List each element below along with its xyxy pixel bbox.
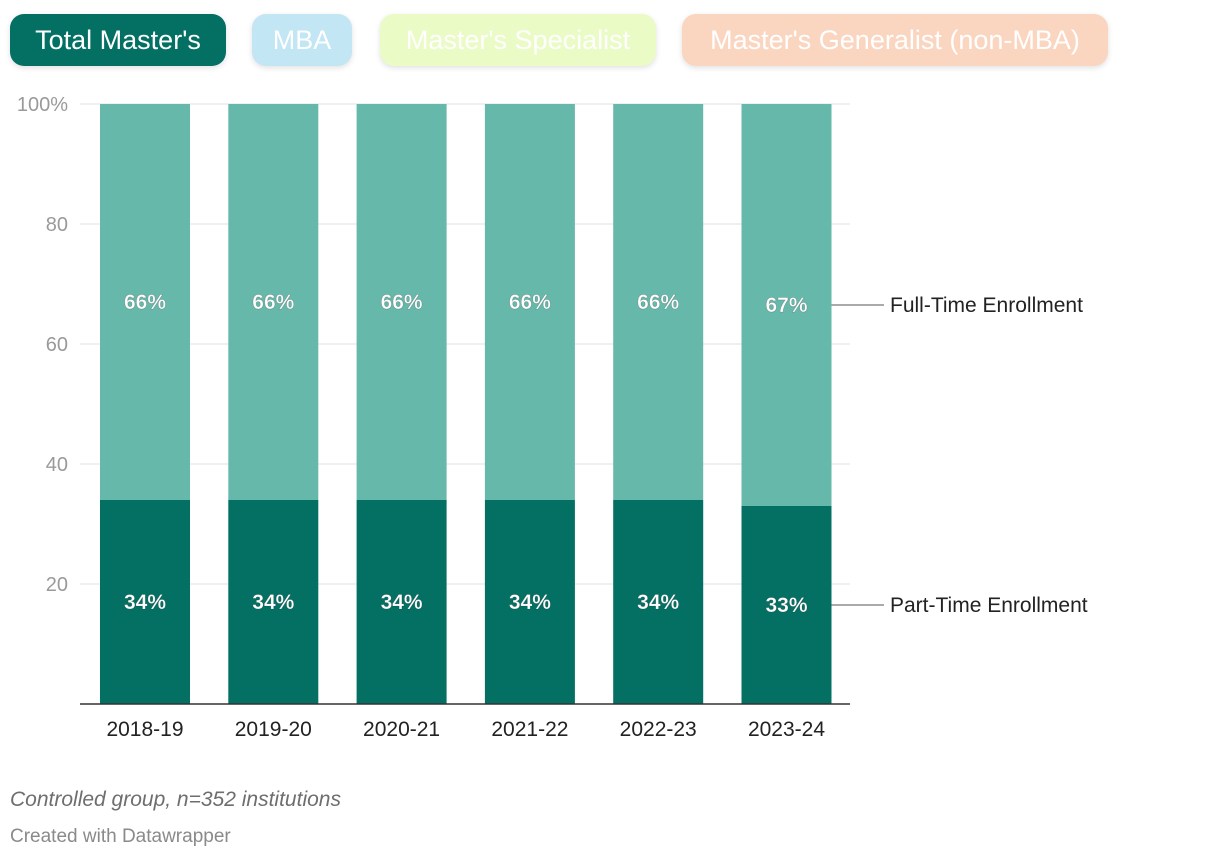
bar-part-time — [613, 500, 704, 704]
data-label-part-time: 34% — [252, 591, 294, 614]
x-tick-label: 2021-22 — [491, 718, 568, 741]
data-label-full-time: 67% — [765, 294, 807, 317]
bar-part-time — [484, 500, 575, 704]
x-tick-label: 2022-23 — [620, 718, 697, 741]
bar-full-time — [613, 104, 704, 500]
data-label-part-time: 34% — [637, 591, 679, 614]
data-label-part-time: 34% — [381, 591, 423, 614]
bar-part-time — [100, 500, 190, 704]
legend-label-full-time: Full-Time Enrollment — [890, 294, 1083, 317]
bar-full-time — [741, 104, 832, 506]
x-tick-label: 2023-24 — [748, 718, 825, 741]
data-label-full-time: 66% — [637, 291, 679, 314]
bar-part-time — [741, 506, 832, 704]
data-label-full-time: 66% — [252, 291, 294, 314]
bar-full-time — [356, 104, 447, 500]
tab-total-masters[interactable]: Total Master's — [10, 14, 226, 66]
x-tick-label: 2020-21 — [363, 718, 440, 741]
tab-masters-generalist[interactable]: Master's Generalist (non-MBA) — [682, 14, 1108, 66]
data-label-part-time: 34% — [509, 591, 551, 614]
y-tick-label: 20 — [46, 574, 68, 596]
y-tick-label: 60 — [46, 334, 68, 356]
data-label-part-time: 33% — [765, 594, 807, 617]
x-tick-label: 2018-19 — [106, 718, 183, 741]
data-label-part-time: 34% — [124, 591, 166, 614]
bar-full-time — [484, 104, 575, 500]
tab-mba[interactable]: MBA — [252, 14, 352, 66]
y-tick-label: 80 — [46, 214, 68, 236]
bar-part-time — [356, 500, 447, 704]
x-tick-label: 2019-20 — [235, 718, 312, 741]
bar-full-time — [228, 104, 319, 500]
stacked-bar-chart: 20 40 60 80 100% 34% 66% 2018-19 34% 66% 2019-20 34… — [17, 94, 1088, 741]
chart-credit: Created with Datawrapper — [10, 826, 231, 847]
chart-note: Controlled group, n=352 institutions — [10, 788, 341, 811]
data-label-full-time: 66% — [381, 291, 423, 314]
bar-full-time — [100, 104, 190, 500]
data-label-full-time: 66% — [509, 291, 551, 314]
bar-part-time — [228, 500, 319, 704]
legend-label-part-time: Part-Time Enrollment — [890, 594, 1088, 617]
y-tick-label: 100% — [17, 94, 68, 116]
y-tick-label: 40 — [46, 454, 68, 476]
data-label-full-time: 66% — [124, 291, 166, 314]
tab-masters-specialist[interactable]: Master's Specialist — [380, 14, 656, 66]
